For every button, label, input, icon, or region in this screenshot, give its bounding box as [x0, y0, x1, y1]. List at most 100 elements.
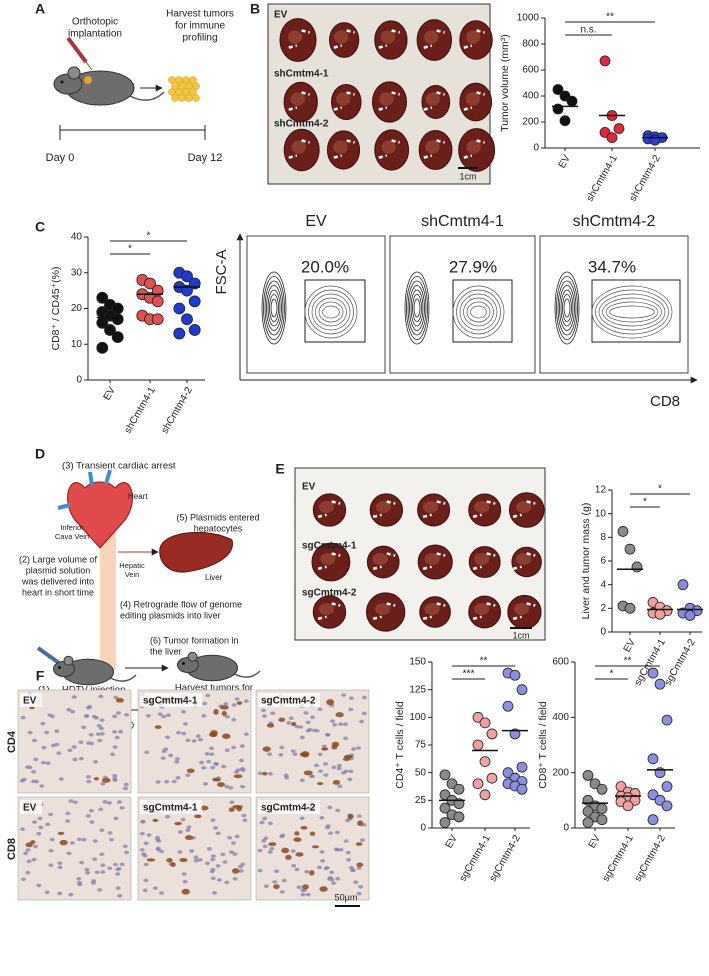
- dash: [423, 91, 445, 111]
- stain: [295, 852, 304, 857]
- contour: [267, 289, 281, 327]
- contour: [304, 285, 358, 339]
- dot: [188, 277, 201, 290]
- nucleus: [343, 839, 349, 843]
- nucleus: [224, 784, 230, 789]
- nucleus: [230, 841, 236, 845]
- nucleus: [329, 870, 335, 875]
- label: Inferior: [60, 523, 84, 532]
- y-tick-label: 8: [600, 532, 606, 543]
- dot: [479, 756, 491, 767]
- dot: [624, 602, 636, 614]
- nucleus: [84, 714, 90, 718]
- dot: [151, 313, 164, 326]
- x-tick-label: shCmtm4-1: [123, 385, 159, 436]
- nucleus: [303, 711, 309, 715]
- nucleus: [85, 775, 91, 779]
- label: EV: [274, 10, 288, 21]
- nucleus: [50, 714, 56, 719]
- label: shCmtm4-2: [274, 119, 329, 130]
- nucleus: [347, 777, 353, 782]
- nucleus: [272, 880, 278, 884]
- stain: [262, 771, 268, 776]
- nucleus: [38, 825, 44, 830]
- label-bg: [20, 800, 42, 814]
- nucleus: [100, 782, 106, 786]
- dot: [647, 814, 659, 826]
- contour: [311, 293, 351, 331]
- nucleus: [279, 745, 285, 750]
- y-axis-label: Tumor volume (mm³): [499, 34, 511, 132]
- nucleus: [23, 851, 29, 856]
- nucleus: [341, 693, 347, 697]
- nucleus: [189, 849, 195, 853]
- nucleus: [311, 728, 317, 733]
- nucleus: [116, 800, 122, 804]
- x-tick-label: EV: [622, 637, 638, 654]
- nucleus: [92, 857, 98, 861]
- stain: [273, 884, 280, 890]
- nucleus: [97, 888, 103, 892]
- stain: [236, 701, 243, 705]
- label: hepatocytes: [194, 523, 243, 533]
- label: (3) Transient cardiac arrest: [62, 461, 176, 472]
- nucleus: [292, 752, 298, 757]
- nucleus: [139, 831, 145, 836]
- stain: [343, 754, 353, 759]
- stain: [210, 729, 218, 736]
- y-tick-label: 150: [409, 657, 426, 668]
- dot: [181, 270, 193, 283]
- label: Orthotopic: [72, 17, 118, 28]
- tumor-highlight: [379, 92, 394, 106]
- dot: [654, 678, 666, 690]
- nucleus: [91, 714, 97, 719]
- sig-label: *: [610, 669, 614, 680]
- heart: [67, 481, 133, 549]
- mouse-ear: [187, 651, 198, 662]
- label: shCmtm4-2: [573, 213, 656, 230]
- nucleus: [95, 732, 101, 736]
- tumor-highlight: [318, 603, 335, 615]
- dot: [617, 526, 629, 537]
- dot: [111, 313, 124, 326]
- nucleus: [299, 735, 305, 740]
- label: sgCmtm4-2: [261, 803, 316, 814]
- nucleus: [210, 876, 216, 881]
- dot: [661, 781, 673, 792]
- nucleus: [58, 777, 64, 781]
- nucleus: [112, 778, 118, 783]
- nucleus: [329, 877, 335, 882]
- dot: [631, 561, 643, 573]
- nucleus: [212, 891, 218, 895]
- contour: [266, 285, 282, 331]
- nucleus: [210, 818, 216, 822]
- nucleus: [290, 749, 296, 753]
- nucleus: [296, 885, 302, 889]
- nucleus: [193, 858, 199, 863]
- nucleus: [157, 712, 163, 716]
- nucleus: [65, 811, 71, 816]
- dot: [516, 783, 528, 795]
- y-tick-label: 800: [522, 39, 539, 50]
- nucleus: [68, 892, 74, 897]
- nucleus: [202, 701, 208, 706]
- nucleus: [114, 735, 120, 740]
- nucleus: [309, 715, 315, 720]
- nucleus: [171, 779, 177, 784]
- x-tick-label: EV: [557, 153, 573, 170]
- dot: [624, 543, 636, 555]
- contour: [263, 276, 285, 340]
- dash: [372, 552, 396, 571]
- label: Cava Vein: [55, 532, 89, 541]
- tumor-cell: [192, 94, 200, 102]
- nucleus: [66, 707, 72, 712]
- nucleus: [99, 852, 105, 857]
- nucleus: [27, 730, 33, 735]
- stain: [233, 774, 243, 779]
- nucleus: [86, 779, 92, 784]
- nucleus: [234, 834, 240, 839]
- contour: [609, 305, 655, 319]
- nucleus: [57, 865, 63, 870]
- nucleus: [182, 722, 188, 726]
- nucleus: [97, 738, 103, 743]
